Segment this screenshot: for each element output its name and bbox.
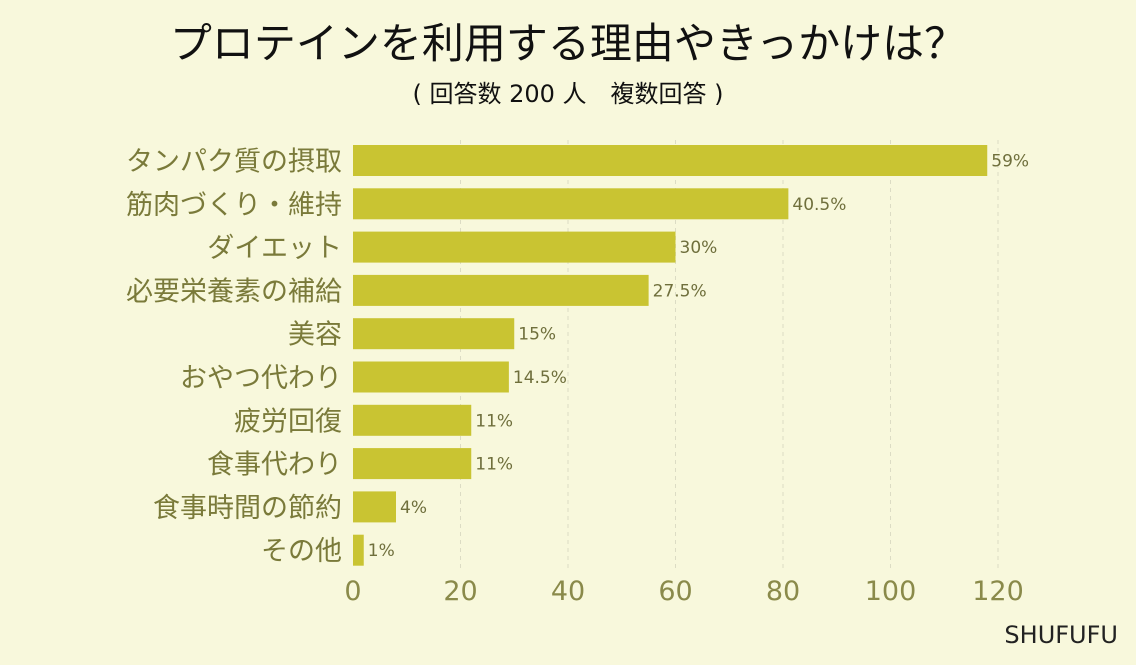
category-label: 食事時間の節約 xyxy=(153,493,342,524)
category-label: タンパク質の摂取 xyxy=(126,147,342,178)
category-label: ダイエット xyxy=(207,233,342,264)
bars: タンパク質の摂取 59% 筋肉づくり・維持 40.5% ダイエット 30% 必要栄養素の補給… xyxy=(126,145,1029,567)
x-tick-label: 0 xyxy=(344,576,361,607)
value-label: 11% xyxy=(475,455,513,475)
category-label: おやつ代わり xyxy=(180,363,342,394)
value-label: 30% xyxy=(680,238,718,258)
x-tick-label: 100 xyxy=(865,576,917,607)
bar xyxy=(353,188,789,220)
bar xyxy=(353,231,676,263)
category-label: 必要栄養素の補給 xyxy=(126,276,342,307)
chart-title: プロテインを利用する理由やきっかけは？ xyxy=(170,19,966,68)
bar xyxy=(353,145,988,176)
value-label: 4% xyxy=(400,498,427,518)
x-tick-label: 40 xyxy=(551,576,585,607)
value-label: 27.5% xyxy=(653,281,707,301)
value-label: 15% xyxy=(518,325,556,345)
bar xyxy=(353,361,509,393)
category-label: 美容 xyxy=(288,320,342,351)
x-tick-label: 60 xyxy=(658,576,692,607)
value-label: 40.5% xyxy=(792,195,846,215)
bar xyxy=(353,274,649,306)
value-label: 11% xyxy=(475,411,513,431)
bar xyxy=(353,448,472,480)
x-tick-label: 20 xyxy=(443,576,477,607)
category-label: 食事代わり xyxy=(207,450,342,481)
value-label: 14.5% xyxy=(513,368,567,388)
chart-subtitle: ( 回答数 200 人 複数回答 ) xyxy=(412,80,723,108)
value-label: 59% xyxy=(991,152,1029,172)
category-label: 疲労回復 xyxy=(234,406,342,437)
bar xyxy=(353,491,396,523)
bar xyxy=(353,318,515,350)
x-axis-ticks: 0 20 40 60 80 100 120 xyxy=(344,576,1023,607)
value-label: 1% xyxy=(368,541,395,561)
x-tick-label: 80 xyxy=(766,576,800,607)
x-tick-label: 120 xyxy=(972,576,1024,607)
category-label: 筋肉づくり・維持 xyxy=(126,190,342,221)
bar xyxy=(353,534,364,566)
bar xyxy=(353,404,472,436)
credit-label: SHUFUFU xyxy=(1004,621,1118,649)
category-label: その他 xyxy=(261,536,342,567)
